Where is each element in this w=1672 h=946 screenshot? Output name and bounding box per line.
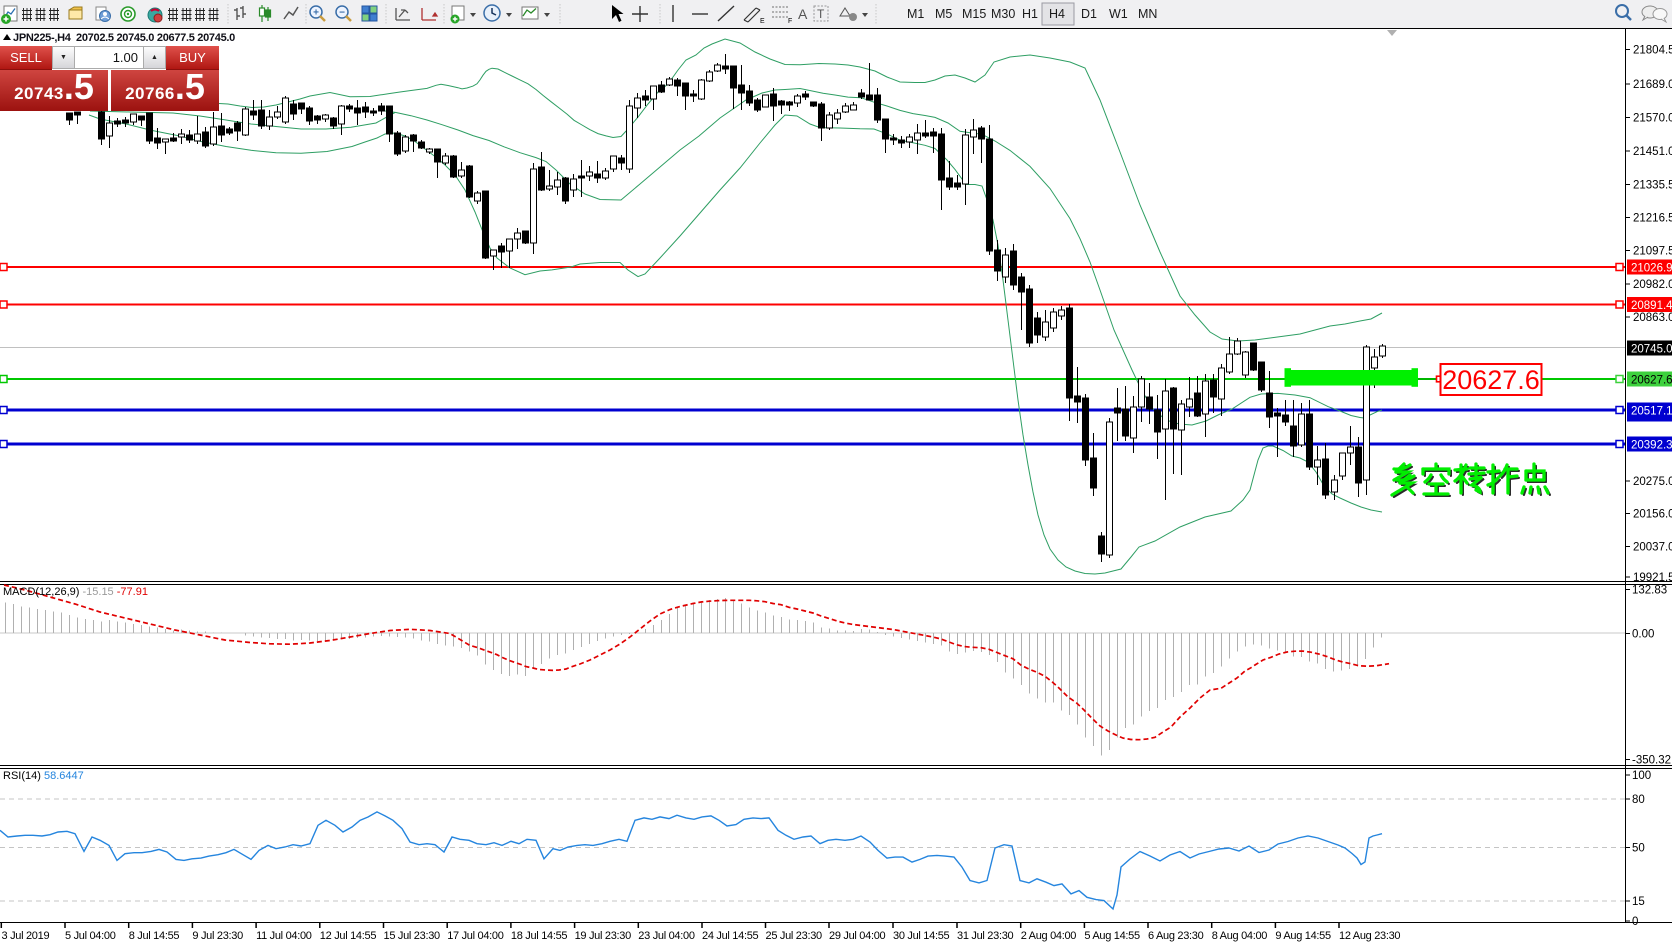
- svg-text:M15: M15: [962, 7, 986, 21]
- svg-text:8 Jul 14:55: 8 Jul 14:55: [129, 930, 180, 942]
- svg-text:31 Jul 23:30: 31 Jul 23:30: [957, 930, 1014, 942]
- svg-text:20863.0: 20863.0: [1633, 312, 1672, 324]
- svg-text:T: T: [817, 7, 825, 21]
- svg-text:MN: MN: [1138, 7, 1157, 21]
- svg-text:+: +: [313, 8, 319, 19]
- svg-text:21570.0: 21570.0: [1633, 113, 1672, 125]
- svg-text:19 Jul 23:30: 19 Jul 23:30: [575, 930, 632, 942]
- svg-text:25 Jul 23:30: 25 Jul 23:30: [766, 930, 823, 942]
- svg-text:11 Jul 04:00: 11 Jul 04:00: [256, 930, 312, 942]
- svg-text:MACD(12,26,9) -15.15 -77.91: MACD(12,26,9) -15.15 -77.91: [3, 586, 148, 598]
- svg-text:21097.5: 21097.5: [1633, 246, 1672, 258]
- svg-text:E: E: [760, 18, 765, 25]
- svg-text:M5: M5: [935, 7, 952, 21]
- svg-text:15 Jul 23:30: 15 Jul 23:30: [384, 930, 441, 942]
- svg-text:20745.0: 20745.0: [1631, 344, 1672, 356]
- svg-text:−: −: [339, 8, 345, 19]
- svg-text:21026.9: 21026.9: [1631, 263, 1672, 275]
- svg-text:D1: D1: [1081, 7, 1097, 21]
- svg-text:M30: M30: [991, 7, 1015, 21]
- svg-text:9 Aug 14:55: 9 Aug 14:55: [1275, 930, 1331, 942]
- svg-text:21335.5: 21335.5: [1633, 180, 1672, 192]
- svg-text:21451.0: 21451.0: [1633, 146, 1672, 158]
- svg-text:-350.32: -350.32: [1632, 755, 1671, 767]
- svg-text:80: 80: [1632, 794, 1645, 806]
- svg-text:5 Jul 04:00: 5 Jul 04:00: [65, 930, 116, 942]
- svg-text:20517.1: 20517.1: [1631, 406, 1672, 418]
- svg-text:24 Jul 14:55: 24 Jul 14:55: [702, 930, 759, 942]
- svg-text:H4: H4: [1049, 7, 1065, 21]
- svg-text:W1: W1: [1109, 7, 1128, 21]
- svg-text:21689.0: 21689.0: [1633, 79, 1672, 91]
- svg-text:20275.0: 20275.0: [1633, 476, 1672, 488]
- svg-text:5 Aug 14:55: 5 Aug 14:55: [1084, 930, 1140, 942]
- svg-text:17 Jul 04:00: 17 Jul 04:00: [447, 930, 504, 942]
- svg-text:M1: M1: [907, 7, 924, 21]
- svg-text:132.83: 132.83: [1632, 585, 1667, 597]
- svg-text:20982.0: 20982.0: [1633, 279, 1672, 291]
- svg-text:20891.4: 20891.4: [1631, 300, 1672, 312]
- svg-text:20627.6: 20627.6: [1631, 375, 1672, 387]
- svg-text:30 Jul 14:55: 30 Jul 14:55: [893, 930, 950, 942]
- svg-text:9 Jul 23:30: 9 Jul 23:30: [192, 930, 243, 942]
- svg-text:12 Jul 14:55: 12 Jul 14:55: [320, 930, 377, 942]
- svg-text:H1: H1: [1022, 7, 1038, 21]
- svg-text:RSI(14) 58.6447: RSI(14) 58.6447: [3, 770, 84, 782]
- svg-text:21216.5: 21216.5: [1633, 213, 1672, 225]
- svg-text:18 Jul 14:55: 18 Jul 14:55: [511, 930, 568, 942]
- svg-text:15: 15: [1632, 896, 1645, 908]
- svg-text:12 Aug 23:30: 12 Aug 23:30: [1339, 930, 1400, 942]
- svg-text:0.00: 0.00: [1632, 629, 1654, 641]
- svg-text:8 Aug 04:00: 8 Aug 04:00: [1212, 930, 1268, 942]
- svg-text:23 Jul 04:00: 23 Jul 04:00: [638, 930, 695, 942]
- svg-text:F: F: [788, 18, 792, 25]
- svg-text:2 Aug 04:00: 2 Aug 04:00: [1021, 930, 1077, 942]
- svg-text:21804.5: 21804.5: [1633, 45, 1672, 57]
- svg-text:50: 50: [1632, 843, 1645, 855]
- svg-text:A: A: [798, 6, 808, 22]
- svg-text:3 Jul 2019: 3 Jul 2019: [2, 930, 50, 942]
- svg-text:19921.5: 19921.5: [1633, 572, 1672, 584]
- svg-text:6 Aug 23:30: 6 Aug 23:30: [1148, 930, 1204, 942]
- svg-text:20392.3: 20392.3: [1631, 440, 1672, 452]
- svg-text:20627.6: 20627.6: [1442, 365, 1540, 395]
- svg-text:29 Jul 04:00: 29 Jul 04:00: [829, 930, 886, 942]
- svg-text:100: 100: [1632, 770, 1651, 782]
- svg-text:0: 0: [1632, 916, 1638, 928]
- svg-text:20037.0: 20037.0: [1633, 542, 1672, 554]
- svg-text:20156.0: 20156.0: [1633, 509, 1672, 521]
